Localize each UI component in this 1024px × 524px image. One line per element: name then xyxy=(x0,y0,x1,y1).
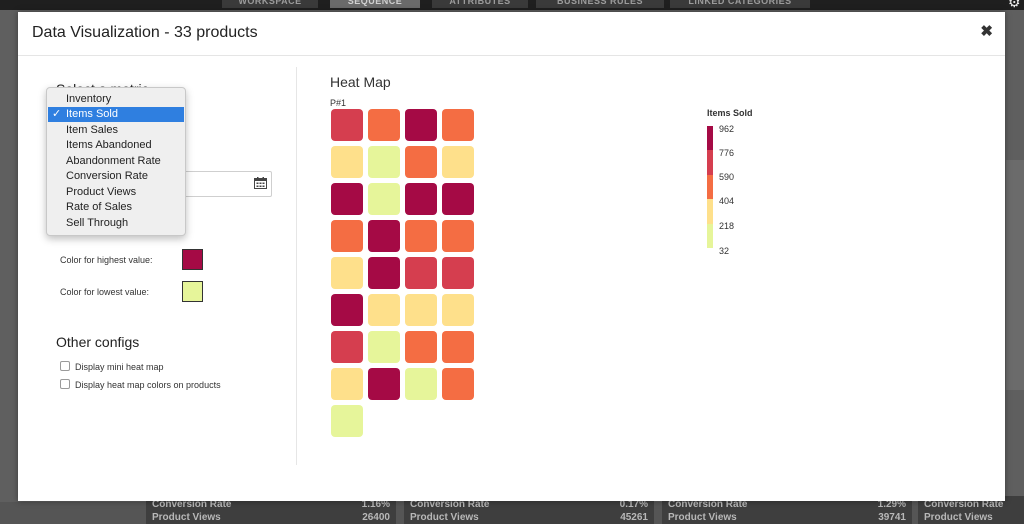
display-heat-map-colors-option[interactable]: Display heat map colors on products xyxy=(60,379,221,390)
metric-option-items-sold[interactable]: ✓ Items Sold xyxy=(48,107,184,122)
heat-map-cell[interactable] xyxy=(331,183,363,215)
bg-tab-workspace: WORKSPACE xyxy=(222,0,318,8)
heat-map-cell[interactable] xyxy=(442,109,474,141)
background-side-panel xyxy=(1006,160,1024,390)
legend-title: Items Sold xyxy=(707,108,753,118)
metric-option-rate-of-sales[interactable]: Rate of Sales xyxy=(66,201,133,213)
heat-map-cell[interactable] xyxy=(405,257,437,289)
heat-map-cell[interactable] xyxy=(331,294,363,326)
heat-map-cell[interactable] xyxy=(442,220,474,252)
display-mini-heat-map-option[interactable]: Display mini heat map xyxy=(60,361,164,372)
heat-map-cell[interactable] xyxy=(368,183,400,215)
legend-label: 32 xyxy=(719,246,730,256)
panel-divider xyxy=(296,67,297,465)
bg-tab-sequence: SEQUENCE xyxy=(330,0,420,8)
legend-label: 218 xyxy=(719,221,735,231)
legend-segment xyxy=(707,199,713,224)
heat-map-cell[interactable] xyxy=(442,368,474,400)
heat-map-cell[interactable] xyxy=(331,257,363,289)
heat-map-cell[interactable] xyxy=(331,331,363,363)
lowest-color-label: Color for lowest value: xyxy=(60,287,150,297)
legend-label: 590 xyxy=(719,172,735,182)
heat-map-cell[interactable] xyxy=(331,146,363,178)
other-configs-title: Other configs xyxy=(56,334,140,350)
highest-color-label: Color for highest value: xyxy=(60,255,153,265)
legend-segment xyxy=(707,174,713,200)
heat-map-cell[interactable] xyxy=(368,220,400,252)
heat-map-cell[interactable] xyxy=(405,331,437,363)
checkmark-icon: ✓ xyxy=(52,108,62,120)
metric-option-items-abandoned[interactable]: Items Abandoned xyxy=(66,139,152,151)
heat-map-cell[interactable] xyxy=(368,331,400,363)
heat-map-cell[interactable] xyxy=(368,109,400,141)
legend-segment xyxy=(707,150,713,175)
heat-map-cell[interactable] xyxy=(405,109,437,141)
metric-dropdown[interactable]: Inventory ✓ Items Sold Item Sales Items A… xyxy=(46,87,186,236)
metric-option-inventory[interactable]: Inventory xyxy=(66,93,112,105)
metric-option-item-sales[interactable]: Item Sales xyxy=(66,124,118,136)
metric-option-product-views[interactable]: Product Views xyxy=(66,186,137,198)
heat-map-cell[interactable] xyxy=(368,257,400,289)
heat-map-cell[interactable] xyxy=(405,294,437,326)
heat-map-cell[interactable] xyxy=(405,368,437,400)
heat-map-subtitle: P#1 xyxy=(330,98,347,108)
heat-map-cell[interactable] xyxy=(442,331,474,363)
legend-label: 776 xyxy=(719,148,735,158)
heat-map-cell[interactable] xyxy=(442,146,474,178)
heat-map-cell[interactable] xyxy=(331,405,363,437)
metric-option-sell-through[interactable]: Sell Through xyxy=(66,217,129,229)
metric-option-abandonment-rate[interactable]: Abandonment Rate xyxy=(66,155,161,167)
heat-map-cell[interactable] xyxy=(331,109,363,141)
heat-map-cell[interactable] xyxy=(331,220,363,252)
heat-map-cell[interactable] xyxy=(368,368,400,400)
legend-label: 962 xyxy=(719,124,735,134)
heat-map-cell[interactable] xyxy=(368,146,400,178)
modal-header: Data Visualization - 33 products ✖ xyxy=(18,12,1005,56)
heat-map-cell[interactable] xyxy=(368,294,400,326)
heat-map-cell[interactable] xyxy=(331,368,363,400)
bg-tab-business-rules: BUSINESS RULES xyxy=(536,0,664,8)
bg-tab-attributes: ATTRIBUTES xyxy=(432,0,528,8)
display-heat-map-colors-checkbox[interactable] xyxy=(60,379,70,389)
legend-label: 404 xyxy=(719,196,735,206)
calendar-icon[interactable] xyxy=(254,177,267,189)
close-icon[interactable]: ✖ xyxy=(980,23,993,40)
heat-map-title: Heat Map xyxy=(330,74,391,90)
gear-icon: ⚙ xyxy=(1008,0,1021,10)
legend-segment xyxy=(707,223,713,248)
highest-color-swatch[interactable] xyxy=(182,249,203,270)
heat-map-cell[interactable] xyxy=(405,146,437,178)
legend-segment xyxy=(707,126,713,151)
heat-map-cell[interactable] xyxy=(405,183,437,215)
data-visualization-modal: Data Visualization - 33 products ✖ Selec… xyxy=(18,12,1005,501)
lowest-color-swatch[interactable] xyxy=(182,281,203,302)
metric-option-conversion-rate[interactable]: Conversion Rate xyxy=(66,170,148,182)
heat-map-cell[interactable] xyxy=(405,220,437,252)
modal-title: Data Visualization - 33 products xyxy=(32,24,258,41)
heat-map-cell[interactable] xyxy=(442,294,474,326)
heat-map-cell[interactable] xyxy=(442,183,474,215)
bg-tab-linked-categories: LINKED CATEGORIES xyxy=(670,0,810,8)
display-mini-heat-map-checkbox[interactable] xyxy=(60,361,70,371)
heat-map-cell[interactable] xyxy=(442,257,474,289)
